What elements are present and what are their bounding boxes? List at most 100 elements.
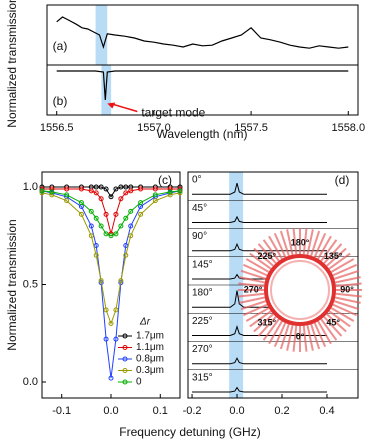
inset-ray [292, 325, 298, 352]
panel-label: (a) [53, 39, 68, 53]
data-point [123, 184, 129, 190]
row-label: 270° [192, 344, 213, 355]
inset-ray [306, 325, 314, 351]
inset-ray [242, 303, 268, 317]
inset-ray [302, 325, 308, 352]
series-line [42, 186, 180, 198]
data-point [118, 278, 124, 284]
inset-ray [239, 276, 265, 284]
data-point [113, 186, 119, 192]
data-point [108, 194, 114, 200]
inset-ray [240, 269, 267, 280]
inset-angle-label: 270° [244, 284, 263, 294]
inset-ray [268, 320, 283, 345]
inset-ray [242, 263, 268, 277]
inset-ray [310, 230, 321, 257]
data-point [103, 307, 109, 313]
inset-ray [302, 228, 308, 255]
spectrum-line [192, 242, 327, 252]
inset-ray [238, 292, 265, 298]
data-point [118, 196, 124, 202]
x-tick-label: -0.1 [52, 405, 71, 417]
inset-ray [240, 300, 267, 311]
inset-ray [249, 310, 272, 328]
data-point [64, 186, 70, 192]
inset-angle-label: 225° [257, 251, 276, 261]
y-tick-label: 1.0 [23, 181, 38, 193]
data-point [98, 196, 104, 202]
inset-ray [328, 252, 351, 270]
panel-label: (c) [158, 173, 172, 187]
inset-ray [333, 300, 360, 311]
inset-ray [279, 323, 290, 350]
data-point [93, 190, 99, 196]
data-line [56, 16, 349, 50]
x-tick-label: 1556.5 [40, 122, 74, 134]
arrow-head [107, 102, 116, 109]
inset-ray [238, 282, 265, 288]
data-point [138, 211, 144, 217]
data-point [78, 200, 84, 206]
legend-label: 1.1μm [136, 342, 164, 353]
y-tick-label: 0.0 [23, 376, 38, 388]
legend-label: 1.7μm [136, 331, 164, 342]
data-point [88, 223, 94, 229]
panel-label: (b) [53, 94, 68, 108]
series-line [41, 192, 181, 325]
y-tick-label: 0.5 [23, 278, 38, 290]
x-tick-label: 0.2 [274, 405, 289, 417]
inset-ray [332, 303, 358, 317]
inset-angle-label: 90° [340, 284, 354, 294]
data-point [123, 252, 129, 258]
data-point [88, 208, 94, 214]
inset-angle-label: 315° [257, 318, 276, 328]
data-point [128, 223, 134, 229]
data-point [103, 211, 109, 217]
y-axis-label: Normalized transmission [5, 0, 19, 128]
spectrum-line [192, 386, 327, 393]
data-point [49, 192, 55, 198]
inset-ray [328, 310, 351, 328]
data-point [113, 336, 119, 342]
data-point [113, 307, 119, 313]
inset-ray [273, 232, 287, 258]
data-point [167, 192, 173, 198]
inset-ray [317, 235, 332, 260]
data-line [56, 70, 349, 101]
spectrum-line [192, 324, 327, 336]
inset-ray [253, 313, 274, 333]
inset-ray [323, 316, 343, 337]
data-point [103, 231, 109, 237]
inset-ray [292, 228, 298, 255]
data-point [167, 189, 173, 195]
data-point [108, 233, 114, 239]
inset-angle-label: 135° [324, 251, 343, 261]
data-point [128, 208, 134, 214]
spectrum-line [192, 357, 327, 365]
x-axis-label: Frequency detuning (GHz) [119, 425, 260, 439]
inset-ray [310, 323, 321, 350]
panel-label: (d) [335, 173, 350, 187]
row-label: 180° [192, 288, 213, 299]
inset-ray [317, 320, 332, 345]
inset-ray [262, 318, 280, 341]
data-point [88, 188, 94, 194]
spectrum-line [192, 182, 327, 195]
legend-marker [122, 333, 128, 339]
inset-ray [335, 276, 361, 284]
data-point [103, 186, 109, 192]
inset-ray [279, 230, 290, 257]
inset-ray [257, 243, 277, 264]
inset-ray [335, 292, 362, 298]
row-label: 90° [192, 231, 207, 242]
inset-ray [273, 322, 287, 348]
inset-ray [335, 296, 361, 304]
data-point [177, 190, 183, 196]
inset-ray [320, 239, 338, 262]
x-tick-label: 1557.0 [137, 122, 171, 134]
annotation-arrow [110, 102, 138, 113]
row-label: 45° [192, 203, 207, 214]
data-point [118, 223, 124, 229]
inset-ray [330, 307, 355, 322]
series-line [41, 190, 181, 379]
